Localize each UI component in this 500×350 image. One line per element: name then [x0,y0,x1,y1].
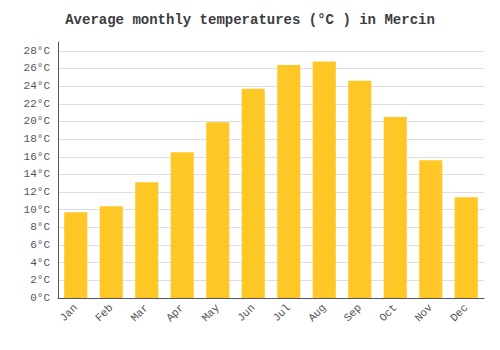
svg-text:8°C: 8°C [30,221,50,233]
svg-text:10°C: 10°C [24,204,51,216]
svg-text:Aug: Aug [306,302,328,324]
svg-text:Oct: Oct [377,302,399,324]
svg-text:Feb: Feb [93,302,115,324]
svg-text:Apr: Apr [164,302,186,324]
svg-text:0°C: 0°C [30,292,50,304]
svg-text:12°C: 12°C [24,186,51,198]
svg-text:18°C: 18°C [24,133,51,145]
svg-text:4°C: 4°C [30,257,50,269]
svg-text:Jun: Jun [235,302,257,324]
svg-text:Sep: Sep [342,302,364,324]
svg-text:22°C: 22°C [24,98,51,110]
svg-text:16°C: 16°C [24,151,51,163]
svg-text:26°C: 26°C [24,62,51,74]
svg-text:24°C: 24°C [24,80,51,92]
svg-text:20°C: 20°C [24,115,51,127]
svg-text:Dec: Dec [448,302,470,324]
svg-text:2°C: 2°C [30,274,50,286]
svg-text:Average monthly temperatures (: Average monthly temperatures (°C ) in Me… [65,12,435,28]
svg-text:28°C: 28°C [24,45,51,57]
svg-text:14°C: 14°C [24,168,51,180]
svg-text:Mar: Mar [129,302,151,324]
svg-text:May: May [200,301,223,324]
svg-text:Jan: Jan [58,302,80,324]
svg-text:6°C: 6°C [30,239,50,251]
svg-text:Nov: Nov [413,301,436,324]
svg-text:Jul: Jul [271,302,293,324]
